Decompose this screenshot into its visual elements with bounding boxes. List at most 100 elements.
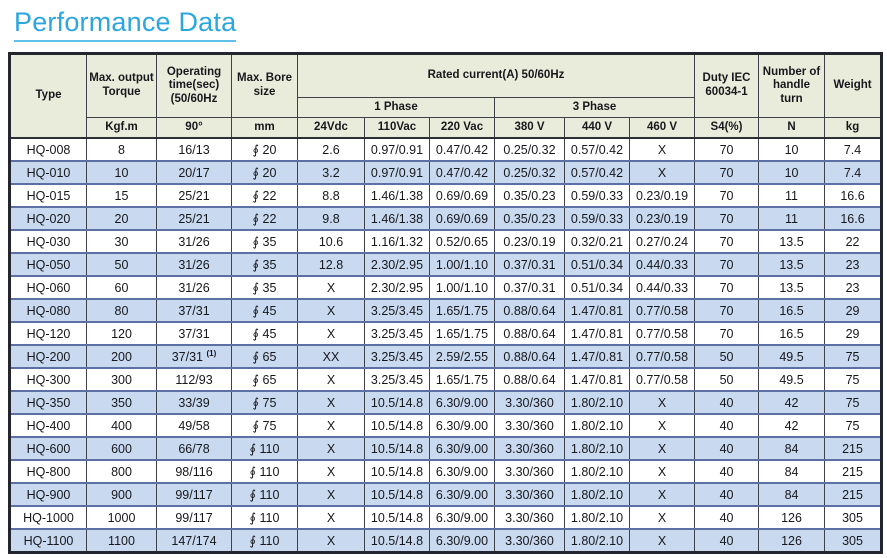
table-row-HQ-050: HQ-050 50 31/26 ∮ 35 12.8 2.30/2.95 1.00/1.10 0… — [9, 252, 883, 276]
cell-s4: 70 — [694, 321, 760, 345]
cell-110vac: 1.16/1.32 — [364, 229, 430, 253]
table-row-HQ-600: HQ-600 600 66/78 ∮ 110 X 10.5/14.8 6.30/9.00 3.… — [9, 436, 883, 460]
cell-440v: 0.59/0.33 — [564, 183, 630, 207]
cell-torque: 400 — [86, 413, 157, 437]
unit-header-bore: mm — [231, 117, 298, 139]
cell-op-time: 99/117 — [156, 482, 232, 506]
unit-header-op-time: 90° — [156, 117, 232, 139]
cell-24vdc: 10.6 — [297, 229, 365, 253]
cell-380v: 0.88/0.64 — [494, 344, 565, 368]
cell-220vac: 6.30/9.00 — [429, 482, 495, 506]
cell-220vac: 1.65/1.75 — [429, 321, 495, 345]
cell-torque: 60 — [86, 275, 157, 299]
cell-type: HQ-020 — [9, 206, 87, 230]
cell-bore: ∮ 35 — [231, 229, 298, 253]
cell-110vac: 3.25/3.45 — [364, 298, 430, 322]
table-row-HQ-900: HQ-900 900 99/117 ∮ 110 X 10.5/14.8 6.30/9.00 3… — [9, 482, 883, 506]
table-body: HQ-008 8 16/13 ∮ 20 2.6 0.97/0.91 0.47/0.42 0.2… — [9, 137, 883, 553]
cell-220vac: 0.47/0.42 — [429, 137, 495, 161]
cell-torque: 20 — [86, 206, 157, 230]
cell-380v: 0.25/0.32 — [494, 160, 565, 184]
cell-torque: 10 — [86, 160, 157, 184]
cell-24vdc: X — [297, 505, 365, 529]
col-header-torque: Max. output Torque — [86, 53, 157, 118]
cell-bore: ∮ 45 — [231, 298, 298, 322]
cell-110vac: 10.5/14.8 — [364, 505, 430, 529]
cell-110vac: 10.5/14.8 — [364, 436, 430, 460]
cell-s4: 70 — [694, 252, 760, 276]
cell-n: 13.5 — [758, 229, 826, 253]
cell-torque: 300 — [86, 367, 157, 391]
cell-type: HQ-600 — [9, 436, 87, 460]
cell-n: 49.5 — [758, 367, 826, 391]
cell-type: HQ-400 — [9, 413, 87, 437]
cell-460v: 0.44/0.33 — [628, 252, 696, 276]
table-row-HQ-008: HQ-008 8 16/13 ∮ 20 2.6 0.97/0.91 0.47/0.42 0.2… — [9, 137, 883, 161]
cell-bore: ∮ 35 — [231, 252, 298, 276]
cell-380v: 3.30/360 — [494, 505, 565, 529]
cell-440v: 1.80/2.10 — [564, 413, 630, 437]
cell-n: 126 — [758, 528, 826, 553]
cell-op-time: 98/116 — [156, 459, 232, 483]
unit-header-torque: Kgf.m — [86, 117, 157, 139]
cell-bore: ∮ 20 — [231, 160, 298, 184]
cell-kg: 305 — [824, 505, 883, 529]
cell-380v: 0.88/0.64 — [494, 367, 565, 391]
cell-s4: 40 — [694, 436, 760, 460]
cell-s4: 40 — [694, 482, 760, 506]
cell-op-time: 16/13 — [156, 137, 232, 161]
cell-s4: 70 — [694, 298, 760, 322]
cell-torque: 800 — [86, 459, 157, 483]
cell-op-time: 66/78 — [156, 436, 232, 460]
cell-torque: 120 — [86, 321, 157, 345]
cell-380v: 3.30/360 — [494, 482, 565, 506]
cell-n: 126 — [758, 505, 826, 529]
cell-n: 16.5 — [758, 321, 826, 345]
cell-110vac: 10.5/14.8 — [364, 528, 430, 553]
cell-110vac: 3.25/3.45 — [364, 321, 430, 345]
unit-header-kg: kg — [824, 117, 883, 139]
cell-kg: 29 — [824, 298, 883, 322]
col-header-bore: Max. Bore size — [231, 53, 298, 118]
cell-460v: X — [628, 505, 696, 529]
cell-bore: ∮ 110 — [231, 436, 298, 460]
cell-op-time: 37/31 — [156, 298, 232, 322]
cell-380v: 3.30/360 — [494, 390, 565, 414]
cell-24vdc: X — [297, 436, 365, 460]
cell-380v: 3.30/360 — [494, 413, 565, 437]
cell-s4: 70 — [694, 183, 760, 207]
cell-24vdc: X — [297, 482, 365, 506]
table-row-HQ-400: HQ-400 400 49/58 ∮ 75 X 10.5/14.8 6.30/9.00 3.3… — [9, 413, 883, 437]
cell-460v: 0.23/0.19 — [628, 183, 696, 207]
cell-460v: 0.77/0.58 — [628, 321, 696, 345]
cell-type: HQ-300 — [9, 367, 87, 391]
cell-op-time: 31/26 — [156, 229, 232, 253]
cell-460v: X — [628, 482, 696, 506]
cell-380v: 0.37/0.31 — [494, 275, 565, 299]
header-row-units: Kgf.m 90° mm 24Vdc 110Vac 220 Vac 380 V 440 V 46… — [10, 117, 883, 139]
cell-380v: 0.23/0.19 — [494, 229, 565, 253]
cell-s4: 70 — [694, 160, 760, 184]
cell-torque: 15 — [86, 183, 157, 207]
table-row-HQ-200: HQ-200 200 37/31 (1) ∮ 65 XX 3.25/3.45 2.59/2.… — [9, 344, 883, 368]
cell-kg: 75 — [824, 390, 883, 414]
cell-op-time: 49/58 — [156, 413, 232, 437]
cell-bore: ∮ 20 — [231, 137, 298, 161]
cell-kg: 75 — [824, 344, 883, 368]
cell-460v: X — [628, 436, 696, 460]
cell-220vac: 0.69/0.69 — [429, 206, 495, 230]
cell-op-time: 99/117 — [156, 505, 232, 529]
col-header-type: Type — [9, 53, 87, 139]
cell-440v: 1.80/2.10 — [564, 459, 630, 483]
unit-header-24vdc: 24Vdc — [297, 117, 365, 139]
cell-s4: 40 — [694, 528, 760, 553]
cell-460v: X — [628, 160, 696, 184]
cell-type: HQ-015 — [9, 183, 87, 207]
cell-110vac: 0.97/0.91 — [364, 137, 430, 161]
cell-type: HQ-060 — [9, 275, 87, 299]
table-row-HQ-010: HQ-010 10 20/17 ∮ 20 3.2 0.97/0.91 0.47/0.42 0.… — [9, 160, 883, 184]
cell-kg: 16.6 — [824, 183, 883, 207]
cell-type: HQ-030 — [9, 229, 87, 253]
cell-torque: 600 — [86, 436, 157, 460]
cell-type: HQ-010 — [9, 160, 87, 184]
